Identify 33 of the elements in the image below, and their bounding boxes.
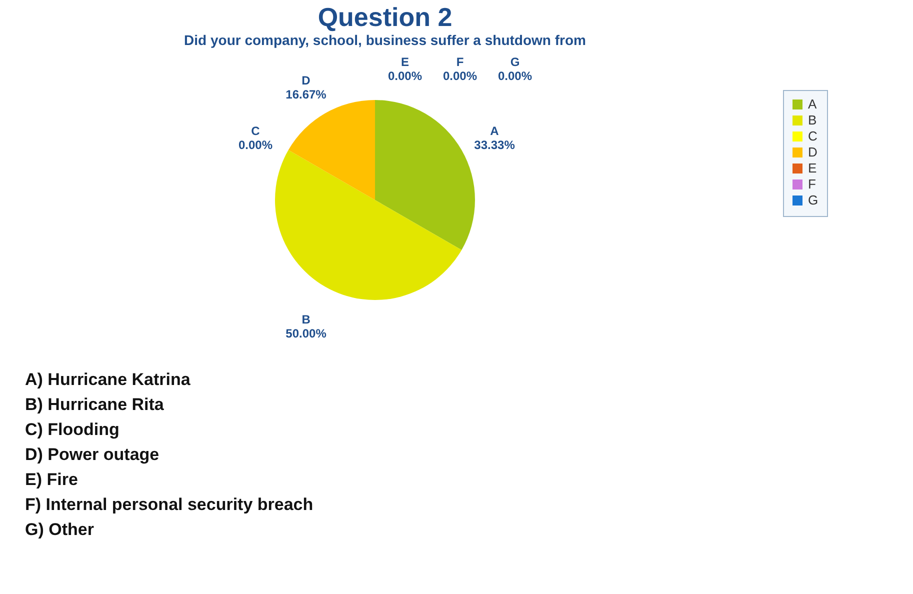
legend-label: C <box>808 128 818 144</box>
text: 0.00% <box>498 69 532 83</box>
legend-label: D <box>808 144 818 160</box>
slice-label: B <box>302 312 311 327</box>
text: 0.00% <box>442 69 478 83</box>
text: D) Power outage <box>25 445 160 464</box>
legend-label: G <box>808 192 818 208</box>
category-label: E <box>400 55 410 69</box>
pie-slice <box>288 100 375 200</box>
chart-subtitle: Did your company, school, business suffer a shutdown from <box>184 32 586 48</box>
category-label: G <box>510 55 520 69</box>
text: F) Internal personal security breach <box>25 495 314 514</box>
data-label: 33.33% <box>474 138 516 152</box>
text: B) Hurricane Rita <box>25 395 164 414</box>
pie-slice <box>275 150 462 300</box>
text: G) Other <box>25 520 94 539</box>
legend-label: F <box>808 176 816 192</box>
slice-label: A <box>490 124 500 138</box>
legend-label: A <box>808 96 817 112</box>
category-label: F <box>456 55 464 69</box>
data-label: 50.00% <box>286 326 327 341</box>
legend-label: B <box>808 112 817 128</box>
text: A) Hurricane Katrina <box>25 370 191 389</box>
text: C) Flooding <box>25 420 120 439</box>
text: 0.00% <box>388 69 422 83</box>
text: E) Fire <box>25 470 78 489</box>
pie-slice <box>375 100 475 250</box>
slice-label: D <box>302 73 311 88</box>
category-label: C <box>251 124 260 138</box>
data-label: 16.67% <box>286 87 327 102</box>
text: 0.00% <box>238 138 272 152</box>
legend-label: E <box>808 160 817 176</box>
chart-title: Question 2 <box>318 2 452 32</box>
